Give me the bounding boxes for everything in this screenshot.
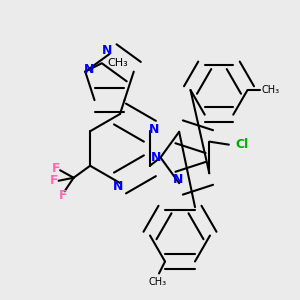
- Text: F: F: [59, 189, 68, 202]
- Text: F: F: [52, 162, 61, 175]
- Text: CH₃: CH₃: [107, 58, 128, 68]
- Text: N: N: [84, 63, 94, 76]
- Text: Cl: Cl: [236, 138, 249, 151]
- Text: CH₃: CH₃: [261, 85, 279, 95]
- Text: F: F: [50, 174, 58, 187]
- Text: N: N: [113, 180, 124, 194]
- Text: CH₃: CH₃: [148, 277, 166, 287]
- Text: N: N: [172, 173, 183, 186]
- Text: N: N: [148, 123, 159, 136]
- Text: N: N: [151, 151, 161, 164]
- Text: N: N: [102, 44, 112, 58]
